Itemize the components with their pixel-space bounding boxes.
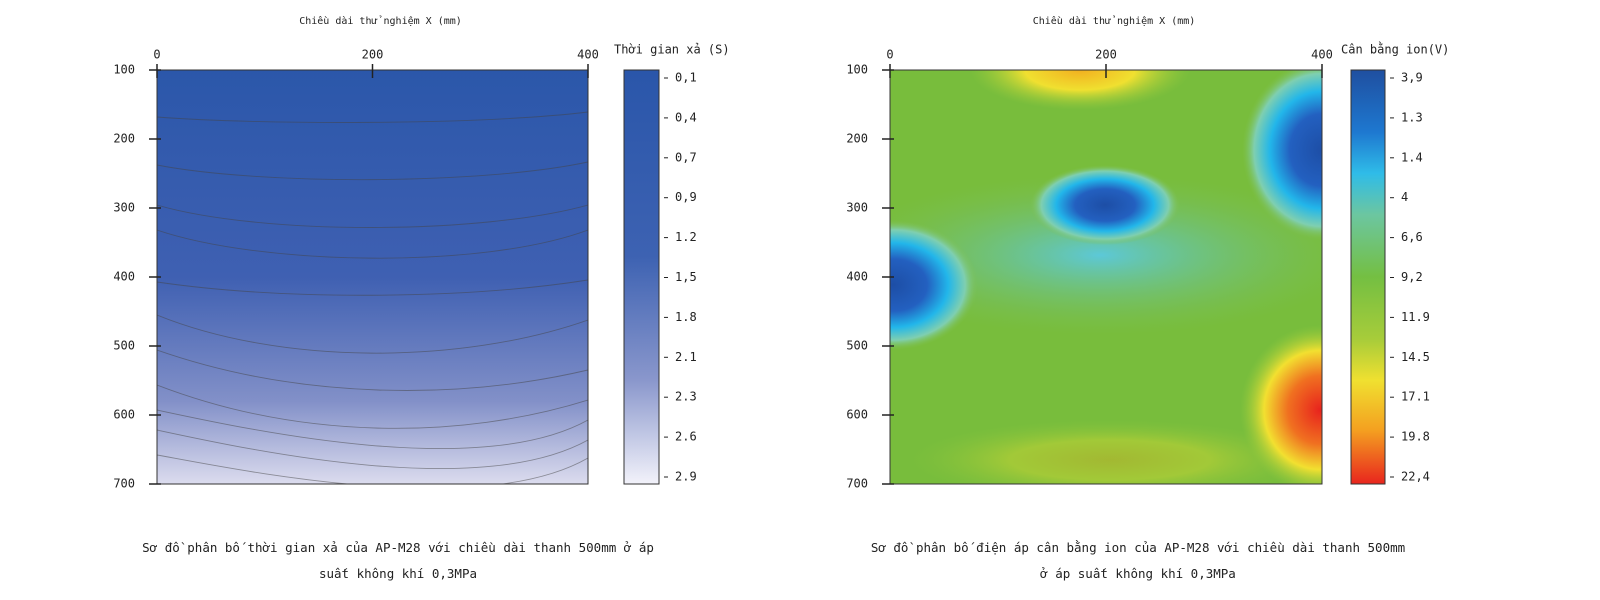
axis-title: Chiều dài thử nghiệm X (mm) <box>1033 15 1196 27</box>
y-tick-label: 700 <box>846 477 868 491</box>
colorbar-tick-label: 3,9 <box>1401 71 1423 85</box>
colorbar-tick-label: 0,9 <box>675 190 697 204</box>
y-tick-label: 100 <box>113 63 135 77</box>
colorbar-tick-label: 2.3 <box>675 390 697 404</box>
colorbar-tick-label: 2.9 <box>675 470 697 484</box>
colorbar-tick-label: 17.1 <box>1401 390 1430 404</box>
colorbar-title: Thời gian xả (S) <box>614 43 730 57</box>
colorbar <box>623 69 660 485</box>
y-tick-label: 700 <box>113 477 135 491</box>
x-tick-label: 200 <box>1095 48 1117 62</box>
x-tick-label: 400 <box>1311 48 1333 62</box>
colorbar-tick-label: 4 <box>1401 190 1408 204</box>
colorbar <box>1350 69 1386 485</box>
colorbar-tick-label: 1.8 <box>675 310 697 324</box>
colorbar-tick-label: 1.3 <box>1401 110 1423 124</box>
x-tick-label: 0 <box>153 48 160 62</box>
colorbar-tick-label: 1.4 <box>1401 150 1423 164</box>
colorbar-tick-label: 1,5 <box>675 270 697 284</box>
y-tick-label: 300 <box>846 201 868 215</box>
x-tick-label: 400 <box>577 48 599 62</box>
colorbar-tick-label: 0,4 <box>675 110 697 124</box>
y-tick-label: 500 <box>113 339 135 353</box>
colorbar-tick-label: 2.6 <box>675 430 697 444</box>
colorbar-tick-label: 6,6 <box>1401 230 1423 244</box>
contour-field <box>890 70 1322 484</box>
colorbar-title: Cân bằng ion(V) <box>1341 42 1449 57</box>
y-tick-label: 400 <box>846 270 868 284</box>
y-tick-label: 600 <box>113 408 135 422</box>
y-tick-label: 300 <box>113 201 135 215</box>
colorbar-tick-label: 11.9 <box>1401 310 1430 324</box>
y-tick-label: 500 <box>846 339 868 353</box>
colorbar-tick-label: 2.1 <box>675 350 697 364</box>
y-tick-label: 200 <box>113 132 135 146</box>
colorbar-tick-label: 9,2 <box>1401 270 1423 284</box>
colorbar-tick-label: 14.5 <box>1401 350 1430 364</box>
colorbar-tick-label: 19.8 <box>1401 430 1430 444</box>
axis-title: Chiều dài thử nghiệm X (mm) <box>299 15 462 27</box>
caption: Sơ đồ phân bố điện áp cân bằng ion của A… <box>870 540 1406 581</box>
y-tick-label: 100 <box>846 63 868 77</box>
y-tick-label: 200 <box>846 132 868 146</box>
x-tick-label: 200 <box>362 48 384 62</box>
y-tick-label: 600 <box>846 408 868 422</box>
y-tick-label: 400 <box>113 270 135 284</box>
colorbar-tick-label: 0,7 <box>675 150 697 164</box>
colorbar-tick-label: 0,1 <box>675 71 697 85</box>
colorbar-tick-label: 1.2 <box>675 230 697 244</box>
colorbar-tick-label: 22,4 <box>1401 470 1430 484</box>
caption: Sơ đồ phân bố thời gian xả của AP-M28 vớ… <box>142 540 654 581</box>
x-tick-label: 0 <box>886 48 893 62</box>
contour-field <box>157 70 588 484</box>
